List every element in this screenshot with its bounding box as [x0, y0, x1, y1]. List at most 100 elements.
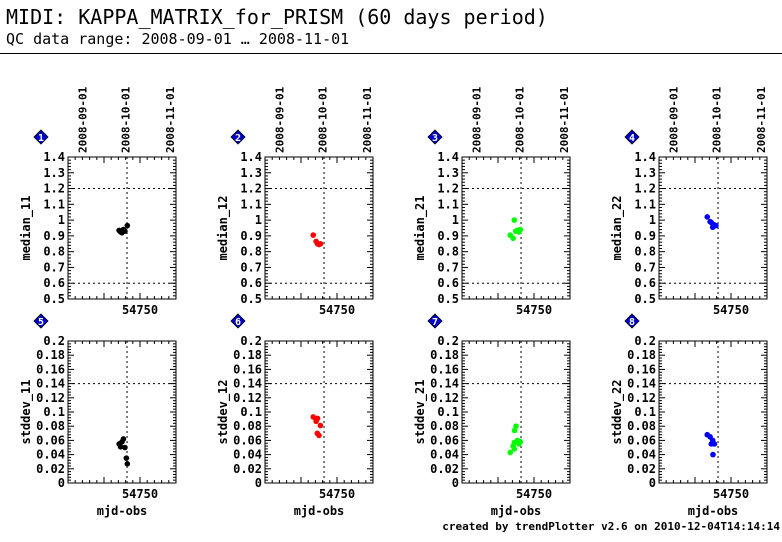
y-axis-label: median_22: [610, 195, 625, 260]
y-tick-label: 0.08: [430, 419, 459, 433]
y-tick-label: 1.3: [437, 166, 459, 180]
y-tick-label: 1.3: [43, 166, 65, 180]
y-tick-label: 0: [452, 476, 459, 490]
y-tick-label: 0.12: [36, 391, 65, 405]
y-tick-label: 0.7: [634, 260, 656, 274]
y-tick-label: 0.8: [240, 245, 262, 259]
data-point: [316, 432, 322, 439]
y-tick-label: 1.3: [240, 166, 262, 180]
y-tick-label: 0.14: [627, 377, 656, 391]
y-tick-label: 0.2: [43, 334, 65, 348]
y-tick-label: 1: [452, 213, 459, 227]
date-tick-label: 2008-11-01: [361, 86, 374, 153]
y-tick-label: 0: [649, 476, 656, 490]
plot-panel-4: 0.5 0.6 0.70.8 0.9 1 1.11.2 1.3 1.4 54750 median_…: [610, 86, 768, 317]
y-tick-label: 0.08: [233, 419, 262, 433]
y-tick-label: 0.9: [240, 229, 262, 243]
plot-frame: [264, 340, 374, 484]
panel-number: 8: [629, 317, 635, 328]
y-tick-label: 0.14: [233, 377, 262, 391]
y-tick-label: 0.06: [627, 433, 656, 447]
y-tick-label: 1.1: [240, 197, 262, 211]
y-tick-label: 0.18: [36, 348, 65, 362]
date-tick-label: 2008-11-01: [164, 86, 177, 153]
x-tick-label: 54750: [319, 487, 355, 501]
y-tick-label: 0.6: [43, 276, 65, 290]
header-divider: [0, 53, 782, 54]
plot-panel-2: 0.5 0.6 0.70.8 0.9 1 1.11.2 1.3 1.4 54750 median_…: [216, 86, 374, 317]
y-tick-label: 0.16: [233, 362, 262, 376]
y-tick-label: 0.7: [240, 260, 262, 274]
x-tick-label: 54750: [713, 487, 749, 501]
y-tick-label: 0.1: [437, 405, 459, 419]
y-tick-label: 1.1: [437, 197, 459, 211]
plot-panel-8: 00.020.040.060.080.10.120.140.160.180.2 5…: [610, 313, 768, 518]
plot-frame: [264, 156, 374, 300]
x-axis-label: mjd-obs: [688, 504, 739, 518]
y-tick-label: 0.1: [634, 405, 656, 419]
y-tick-label: 0.5: [437, 292, 459, 306]
y-tick-label: 0.12: [430, 391, 459, 405]
panel-number-badge: [230, 313, 246, 329]
plot-frame: [658, 156, 768, 300]
plot-panel-7: 00.020.040.060.080.10.120.140.160.180.2 5…: [413, 313, 571, 518]
y-tick-label: 0.12: [627, 391, 656, 405]
y-tick-label: 1.2: [634, 182, 656, 196]
y-tick-label: 0.5: [240, 292, 262, 306]
y-tick-label: 0.9: [634, 229, 656, 243]
y-tick-label: 0.06: [430, 433, 459, 447]
y-tick-label: 1.4: [43, 150, 65, 164]
data-point: [517, 226, 524, 233]
x-axis-label: mjd-obs: [491, 504, 542, 518]
y-tick-label: 0.8: [43, 245, 65, 259]
y-tick-label: 0.16: [36, 362, 65, 376]
x-tick-label: 54750: [122, 303, 158, 317]
x-axis-label: mjd-obs: [97, 504, 148, 518]
y-tick-label: 0.1: [43, 405, 65, 419]
panel-number-badge: [624, 313, 640, 329]
y-tick-label: 0.2: [240, 334, 262, 348]
y-tick-label: 0.1: [240, 405, 262, 419]
data-point: [511, 446, 518, 452]
data-point: [317, 240, 324, 247]
y-tick-label: 0.2: [437, 334, 459, 348]
data-point: [511, 217, 518, 223]
y-tick-label: 0.14: [36, 377, 65, 391]
panel-number-badge: [427, 129, 443, 145]
y-tick-label: 0.9: [43, 229, 65, 243]
panel-number: 4: [629, 133, 635, 144]
panel-number: 6: [235, 317, 241, 328]
y-tick-label: 1: [255, 213, 262, 227]
panel-number-badge: [427, 313, 443, 329]
plot-frame: [461, 340, 571, 484]
y-tick-label: 1.2: [437, 182, 459, 196]
y-tick-label: 0.14: [430, 377, 459, 391]
panel-number: 1: [38, 133, 44, 144]
y-tick-label: 1.2: [240, 182, 262, 196]
y-tick-label: 0.08: [36, 419, 65, 433]
y-tick-label: 1.4: [437, 150, 459, 164]
panel-number: 5: [38, 317, 44, 328]
data-point: [710, 451, 716, 458]
y-tick-label: 0.02: [627, 462, 656, 476]
y-tick-label: 0.04: [233, 448, 262, 462]
panel-number-badge: [230, 129, 246, 145]
data-point: [517, 439, 524, 445]
plot-frame: [67, 156, 177, 300]
y-tick-label: 0.12: [233, 391, 262, 405]
y-tick-label: 1.4: [240, 150, 262, 164]
date-tick-label: 2008-11-01: [755, 86, 768, 153]
plot-panel-6: 00.020.040.060.080.10.120.140.160.180.2 5…: [216, 313, 374, 518]
y-axis-label: stddev_11: [19, 379, 34, 444]
y-tick-label: 0.7: [437, 260, 459, 274]
x-tick-label: 54750: [516, 303, 552, 317]
data-point: [310, 414, 317, 420]
data-point: [317, 422, 324, 429]
y-tick-label: 0.6: [437, 276, 459, 290]
data-point: [704, 214, 711, 220]
y-tick-label: 0.18: [233, 348, 262, 362]
plot-frame: [658, 340, 768, 484]
date-tick-label: 2008-09-01: [273, 86, 286, 153]
panel-number-badge: [624, 129, 640, 145]
x-axis-label: mjd-obs: [294, 504, 345, 518]
